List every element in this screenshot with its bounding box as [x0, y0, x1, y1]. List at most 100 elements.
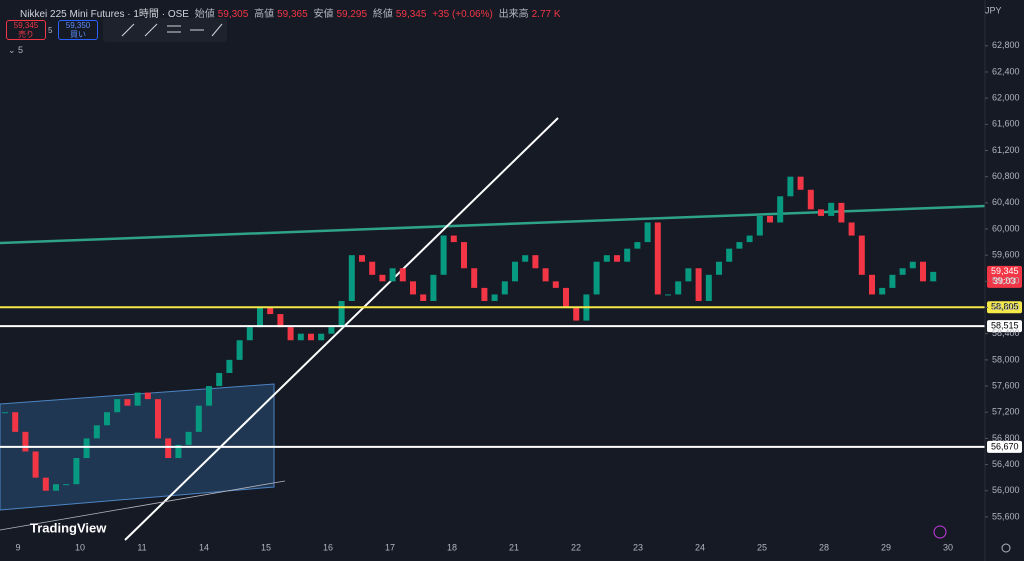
candle: [512, 261, 518, 282]
candle: [32, 451, 39, 478]
x-tick-label: 18: [447, 542, 457, 552]
change: +35 (+0.06%): [432, 9, 493, 20]
candle: [257, 307, 263, 328]
candle: [614, 255, 620, 262]
y-tick-label: 61,200: [992, 145, 1020, 155]
tool-trendline[interactable]: [121, 23, 135, 37]
price-tag-label: 56,670: [991, 441, 1019, 451]
candle: [379, 274, 386, 282]
candle: [726, 248, 733, 262]
candle: [573, 307, 580, 321]
candle: [83, 438, 90, 459]
y-tick-label: 62,800: [992, 40, 1020, 50]
candle: [736, 242, 743, 249]
candle: [563, 287, 569, 308]
candle: [828, 202, 835, 216]
candle: [889, 274, 896, 288]
candle: [297, 333, 304, 341]
candle: [522, 255, 529, 262]
spread: 5: [48, 26, 53, 35]
candle: [716, 261, 722, 275]
settings-icon[interactable]: [1001, 543, 1011, 553]
tool-brush[interactable]: [211, 23, 223, 37]
candle: [2, 412, 8, 414]
candle: [308, 333, 314, 341]
currency[interactable]: JPY: [985, 5, 1002, 15]
indicator-count[interactable]: ⌄ 5: [8, 45, 24, 55]
candle: [165, 438, 172, 459]
price: 59,345: [13, 21, 39, 30]
candle: [155, 399, 161, 439]
candle: [104, 412, 110, 426]
label: 出来高: [498, 9, 529, 20]
label: 高値: [254, 9, 275, 20]
label: 終値: [372, 9, 393, 20]
y-tick-label: 60,400: [992, 197, 1020, 207]
candle: [226, 359, 233, 373]
x-tick-label: 11: [137, 542, 146, 552]
candle: [461, 242, 467, 269]
y-tick-label: 56,800: [992, 433, 1020, 443]
candle: [767, 215, 773, 223]
candle: [818, 209, 824, 216]
candle: [389, 268, 396, 282]
candle: [246, 327, 253, 341]
value: 59,365: [277, 9, 308, 20]
x-tick-label: 24: [695, 542, 705, 552]
x-tick-label: 22: [571, 542, 581, 552]
x-tick-label: 21: [509, 542, 519, 552]
candle: [134, 392, 141, 406]
candle: [654, 222, 661, 295]
candle: [175, 444, 182, 459]
y-tick-label: 58,800: [992, 302, 1020, 312]
candle: [501, 281, 508, 295]
candle: [552, 281, 559, 288]
y-tick-label: 60,000: [992, 223, 1020, 233]
symbol[interactable]: Nikkei 225 Mini Futures · 1時間 · OSE: [20, 9, 189, 20]
y-tick-label: 59,600: [992, 250, 1020, 260]
count: 5: [18, 45, 24, 55]
candle: [63, 484, 70, 486]
candle: [185, 431, 192, 445]
legend-header: Nikkei 225 Mini Futures · 1時間 · OSE 始値 59…: [20, 5, 564, 20]
y-tick-label: 59,200: [992, 276, 1020, 286]
value: 59,305: [217, 9, 249, 20]
buy-button[interactable]: 59,350 買い: [58, 20, 98, 40]
candle: [216, 372, 223, 387]
label: 売り: [18, 30, 34, 39]
candle: [420, 294, 427, 301]
countdown: 39:03: [993, 276, 1016, 286]
value: 59,345: [395, 9, 427, 20]
candle: [369, 261, 376, 275]
value: 2.77 K: [531, 9, 561, 20]
alert-icon[interactable]: [933, 525, 947, 539]
candle: [206, 386, 212, 406]
x-tick-label: 30: [943, 542, 953, 552]
tool-ray[interactable]: [144, 23, 158, 37]
price-tag: [987, 301, 1022, 314]
candle: [481, 287, 488, 301]
candle: [695, 268, 702, 301]
price-tag: [987, 440, 1022, 453]
candle: [471, 268, 478, 288]
price-tag: [987, 265, 1022, 288]
x-tick-label: 10: [75, 542, 85, 552]
candle: [838, 202, 845, 223]
candle: [318, 333, 325, 341]
y-tick-label: 58,000: [992, 354, 1020, 364]
label: 買い: [70, 30, 86, 39]
candle: [685, 268, 692, 282]
candle: [858, 235, 865, 275]
price-tag-label: 58,805: [991, 302, 1019, 312]
y-tick-label: 58,400: [992, 328, 1020, 338]
candle: [338, 300, 345, 328]
candle: [899, 268, 906, 275]
candle: [124, 399, 131, 406]
candle: [930, 271, 937, 282]
y-tick-label: 56,000: [992, 485, 1020, 495]
sell-button[interactable]: 59,345 売り: [6, 20, 46, 40]
candle: [491, 294, 498, 301]
candle: [848, 222, 855, 236]
